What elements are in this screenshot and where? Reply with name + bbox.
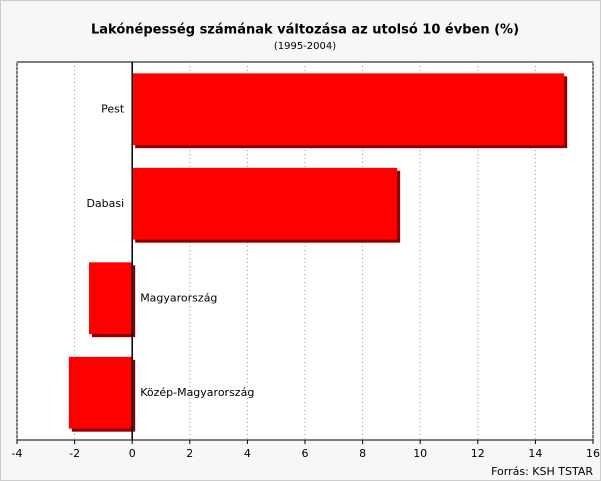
x-tick-label: 4 [244,447,251,460]
category-label: Közép-Magyarország [140,386,254,399]
category-label: Pest [101,102,125,115]
x-tick-label: 10 [413,447,427,460]
bar [68,356,133,429]
category-label: Dabasi [86,197,124,210]
x-tick-label: 2 [186,447,193,460]
bar [132,73,565,146]
x-tick-label: -2 [69,447,80,460]
chart-title: Lakónépesség számának változása az utols… [91,23,519,38]
x-tick-label: 8 [359,447,366,460]
category-label: Magyarország [140,291,217,304]
source: Forrás: KSH TSTAR [491,465,593,478]
x-tick-label: -4 [12,447,23,460]
x-tick-label: 16 [586,447,600,460]
x-tick-label: 12 [471,447,485,460]
chart-subtitle: (1995-2004) [274,41,336,52]
x-tick-label: 0 [129,447,136,460]
bar [89,262,133,335]
bar [132,167,398,240]
x-tick-label: 14 [528,447,542,460]
x-tick-label: 6 [302,447,309,460]
